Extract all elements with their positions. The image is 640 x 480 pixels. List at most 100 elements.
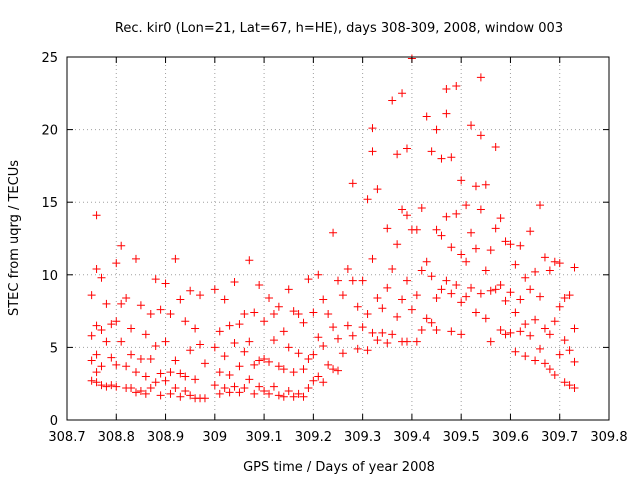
- data-point: [447, 289, 456, 298]
- data-point: [97, 362, 106, 371]
- data-point: [383, 339, 392, 348]
- data-point: [97, 325, 106, 334]
- data-point: [496, 325, 505, 334]
- data-point: [117, 337, 126, 346]
- data-point: [481, 180, 490, 189]
- data-point: [314, 333, 323, 342]
- data-point: [319, 341, 328, 350]
- data-point: [220, 384, 229, 393]
- data-point: [284, 285, 293, 294]
- data-point: [570, 384, 579, 393]
- data-point: [250, 308, 259, 317]
- data-point: [127, 384, 136, 393]
- data-point: [437, 285, 446, 294]
- data-point: [181, 386, 190, 395]
- y-tick-labels: 0 5 10 15 20 25: [41, 51, 58, 429]
- data-point: [299, 392, 308, 401]
- data-point: [447, 243, 456, 252]
- data-point: [294, 349, 303, 358]
- y-tick-label: 0: [50, 414, 58, 429]
- data-point: [245, 337, 254, 346]
- y-tick-label: 5: [50, 341, 58, 356]
- data-point: [550, 370, 559, 379]
- data-point: [334, 366, 342, 375]
- data-point: [550, 317, 559, 326]
- data-point: [442, 109, 451, 118]
- data-point: [531, 356, 540, 365]
- data-point: [412, 225, 421, 234]
- data-point: [486, 337, 495, 346]
- data-point: [471, 244, 480, 253]
- data-point: [141, 372, 150, 381]
- data-point: [486, 246, 495, 255]
- data-point: [309, 308, 318, 317]
- data-point: [146, 310, 155, 319]
- axis-ticks: [66, 56, 610, 421]
- data-point: [92, 350, 101, 359]
- data-point: [388, 264, 397, 273]
- data-point: [471, 182, 480, 191]
- data-point: [481, 314, 490, 323]
- data-point: [516, 327, 525, 336]
- data-point: [467, 283, 476, 292]
- data-point: [550, 257, 559, 266]
- data-point: [555, 259, 564, 268]
- data-point: [92, 378, 101, 387]
- data-point: [146, 384, 155, 393]
- data-point: [511, 260, 520, 269]
- data-point: [363, 346, 372, 355]
- data-point: [373, 336, 382, 345]
- data-point: [329, 365, 338, 374]
- data-point: [457, 176, 466, 185]
- data-point: [570, 357, 579, 366]
- data-point: [422, 257, 431, 266]
- data-point: [531, 315, 540, 324]
- data-point: [358, 323, 367, 332]
- data-point: [452, 82, 461, 91]
- data-point: [343, 321, 352, 330]
- data-point: [269, 382, 278, 391]
- data-point: [476, 73, 485, 82]
- data-point: [536, 292, 545, 301]
- data-point: [122, 294, 131, 303]
- data-point: [526, 331, 535, 340]
- data-points: [87, 54, 579, 403]
- data-point: [348, 276, 357, 285]
- data-point: [309, 376, 318, 385]
- data-point: [269, 310, 278, 319]
- data-point: [329, 323, 338, 332]
- data-point: [516, 295, 525, 304]
- data-point: [383, 224, 392, 233]
- data-point: [181, 372, 190, 381]
- data-point: [200, 394, 209, 403]
- x-tick-labels: 308.7 308.8 308.9 309 309.1 309.2 309.3 309.4 30…: [48, 430, 627, 445]
- data-point: [225, 388, 234, 397]
- y-tick-label: 10: [41, 269, 58, 284]
- data-point: [437, 231, 446, 240]
- data-point: [196, 291, 205, 300]
- data-point: [260, 317, 269, 326]
- data-point: [521, 273, 530, 282]
- data-point: [176, 369, 185, 378]
- data-point: [368, 124, 377, 133]
- data-point: [87, 331, 96, 340]
- data-point: [324, 360, 333, 369]
- data-point: [304, 384, 313, 393]
- x-tick-label: 308.8: [98, 430, 135, 445]
- data-point: [422, 112, 431, 121]
- data-point: [245, 375, 254, 384]
- data-point: [334, 334, 342, 343]
- data-point: [363, 195, 372, 204]
- data-point: [102, 299, 111, 308]
- data-point: [393, 240, 402, 249]
- data-point: [102, 382, 111, 391]
- data-point: [402, 276, 411, 285]
- data-point: [491, 224, 500, 233]
- data-point: [107, 381, 116, 390]
- data-point: [462, 201, 471, 210]
- data-point: [240, 347, 249, 356]
- data-point: [314, 270, 323, 279]
- data-point: [289, 392, 298, 401]
- data-point: [274, 391, 283, 400]
- data-point: [87, 291, 96, 300]
